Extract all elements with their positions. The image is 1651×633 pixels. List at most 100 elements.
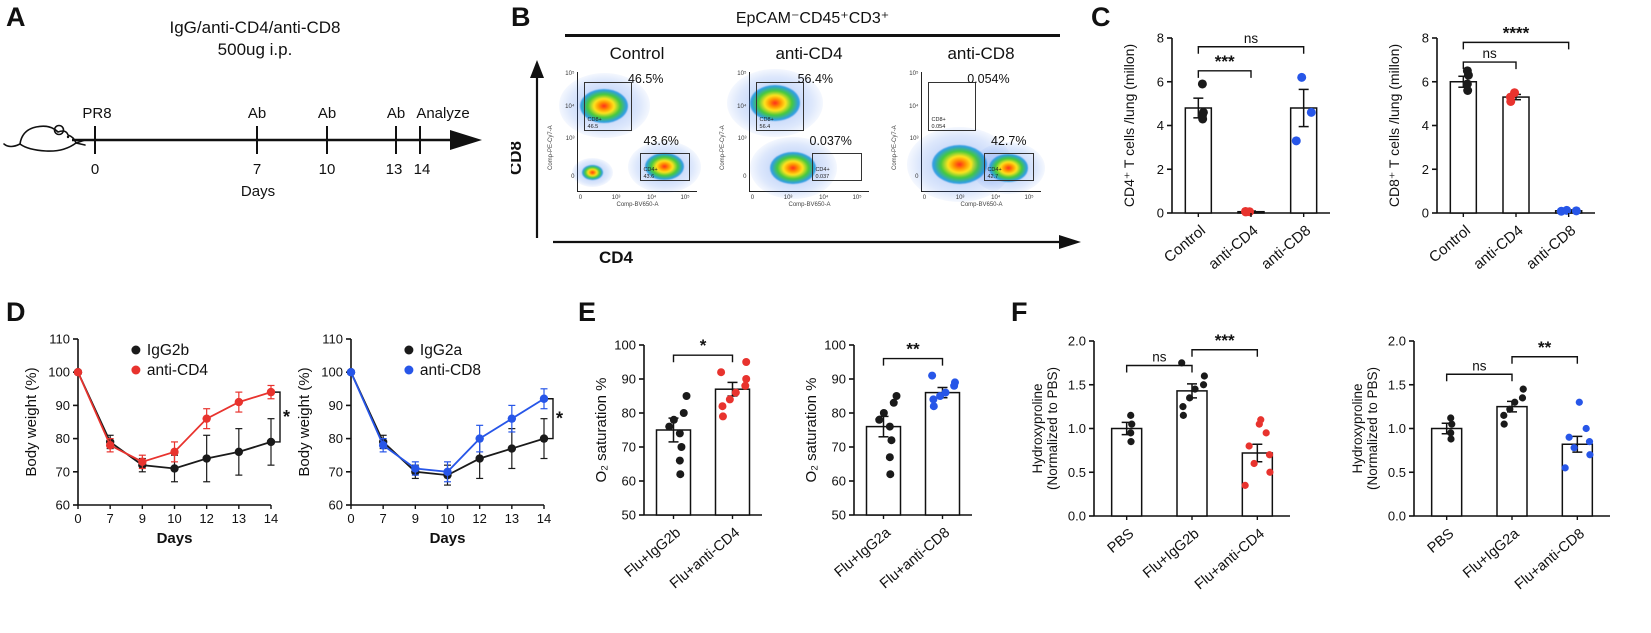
x-category-label: PBS xyxy=(1425,526,1458,557)
y-tick-label: 1.5 xyxy=(1388,377,1406,392)
chart-hydroxyproline-anti-cd4: 0.0 0.5 1.0 1.5 2.0 Hydroxyproline (Normalized… xyxy=(1030,313,1320,633)
legend-label: IgG2b xyxy=(147,342,189,359)
data-point xyxy=(1561,464,1569,472)
y-tick-label: 0.0 xyxy=(1068,509,1086,524)
data-point xyxy=(669,415,678,424)
x-category-label: Flu+IgG2a xyxy=(1460,525,1523,582)
legend-marker xyxy=(131,365,141,375)
flow-ytick: 10⁵ xyxy=(737,71,747,78)
gate-inner-label: CD4+ 42.7 xyxy=(987,167,1002,180)
data-point xyxy=(885,453,894,462)
panel-d-body-weight: D 60 70 80 90 100 110 0 7 9 10 12 13 14 Days Body weig… xyxy=(0,295,572,633)
data-point xyxy=(718,412,727,421)
x-category-label: Flu+IgG2b xyxy=(1140,526,1202,582)
data-point xyxy=(677,443,686,451)
y-axis-label: O₂ saturation % xyxy=(803,377,820,482)
data-point xyxy=(507,414,517,423)
y-tick-label: 4 xyxy=(1422,118,1429,133)
data-point xyxy=(1241,481,1249,489)
significance-label: ns xyxy=(1483,46,1498,61)
data-point xyxy=(1257,416,1265,424)
panel-b-letter: B xyxy=(511,2,531,32)
series-line xyxy=(350,371,545,473)
data-point xyxy=(1262,429,1270,437)
data-point xyxy=(1179,403,1187,411)
mean-bar xyxy=(1502,96,1530,214)
data-point xyxy=(1128,420,1136,428)
gate-inner-label: CD8+ 0.054 xyxy=(931,117,946,130)
gate-percentage: 0.037% xyxy=(809,134,852,149)
flow-plot-title: anti-CD8 xyxy=(947,44,1015,63)
flow-group-anti-cd4: anti-CD4 56.4% CD8+ 56.4 0.037% CD4+ 0.037 1… xyxy=(720,44,889,208)
cell-population xyxy=(989,154,1028,182)
y-axis-label: (Normalized to PBS) xyxy=(1365,367,1380,490)
y-tick-label: 70 xyxy=(622,440,636,455)
data-point xyxy=(1447,435,1455,443)
data-point xyxy=(1266,468,1274,476)
chart-hydroxyproline-anti-cd8: 0.0 0.5 1.0 1.5 2.0 Hydroxyproline (Normalized… xyxy=(1350,313,1640,633)
flow-ytick: 10⁵ xyxy=(565,71,575,78)
y-axis-label: CD4⁺ T cells /lung (millon) xyxy=(1121,44,1137,207)
data-point xyxy=(1519,385,1527,393)
data-point xyxy=(1571,206,1581,216)
y-tick-label: 2.0 xyxy=(1388,334,1406,349)
chart-o2-anti-cd4: 50 60 70 80 90 100 O₂ saturation % Flu+IgG2b Flu… xyxy=(590,315,790,630)
panel-c-tcell-counts: C 0 2 4 6 8 CD4⁺ T cells /lung (millon) Contro… xyxy=(1085,0,1651,305)
data-point xyxy=(1510,88,1520,98)
data-point xyxy=(378,441,388,450)
y-tick-label: 0 xyxy=(1422,206,1429,221)
data-point xyxy=(475,434,484,443)
y-tick-label: 90 xyxy=(56,398,70,413)
gate-percentage: 43.6% xyxy=(643,134,679,149)
mean-bar xyxy=(1430,427,1463,517)
data-point xyxy=(1291,136,1301,146)
panel-a-timeline: A IgG/anti-CD4/anti-CD8 500ug i.p. PR8 xyxy=(0,0,505,260)
y-tick-label: 70 xyxy=(832,440,846,455)
flow-xaxis-name: Comp-BV650-A xyxy=(788,202,831,208)
mean-bar xyxy=(924,391,961,516)
y-tick-label: 1.5 xyxy=(1068,377,1086,392)
data-point xyxy=(475,454,484,463)
x-tick-label: 7 xyxy=(380,511,387,526)
flow-cytometry-plot-control: 46.5% CD8+ 46.5 43.6% CD4+ 43.6 10⁵ 10⁴ 10³ 0 0 1… xyxy=(548,71,701,208)
flow-xtick: 10⁵ xyxy=(1024,194,1034,201)
cd8-axis-label: CD8 xyxy=(511,141,525,175)
data-point xyxy=(1447,429,1455,437)
timeline-arrowhead xyxy=(450,130,482,150)
data-point xyxy=(1506,405,1514,413)
flow-xtick: 10³ xyxy=(955,194,965,201)
mean-bar xyxy=(1110,427,1143,517)
data-point xyxy=(675,456,684,465)
data-point xyxy=(539,434,549,443)
y-axis-label: Body weight (%) xyxy=(23,367,40,476)
data-point xyxy=(266,387,276,397)
data-point xyxy=(202,454,211,463)
significance-label: ns xyxy=(1472,358,1487,373)
x-tick-label: 9 xyxy=(139,511,146,526)
mean-bar xyxy=(1184,107,1213,214)
data-point xyxy=(679,409,688,417)
data-point xyxy=(950,378,959,387)
y-tick-label: 80 xyxy=(832,406,846,421)
data-point xyxy=(1297,72,1307,82)
y-tick-label: 1.0 xyxy=(1388,421,1406,436)
y-tick-label: 8 xyxy=(1157,31,1164,46)
flow-ytick: 10³ xyxy=(565,135,575,142)
data-point xyxy=(1178,359,1186,367)
data-point xyxy=(266,437,276,447)
cd4-axis-label: CD4 xyxy=(599,248,634,266)
significance-label: *** xyxy=(1215,331,1235,350)
data-point xyxy=(1127,429,1135,437)
x-tick-label: 10 xyxy=(167,511,181,526)
data-point xyxy=(1306,107,1316,117)
y-tick-label: 0.0 xyxy=(1388,509,1406,524)
x-category-label: Control xyxy=(1426,222,1474,266)
y-tick-label: 0.5 xyxy=(1068,465,1086,480)
flow-xtick: 10⁴ xyxy=(819,194,829,201)
gate-inner-label: CD4+ 0.037 xyxy=(815,167,830,180)
data-point xyxy=(1186,394,1194,402)
gating-title: EpCAM⁻CD45⁺CD3⁺ xyxy=(735,10,890,27)
data-point xyxy=(929,395,938,404)
